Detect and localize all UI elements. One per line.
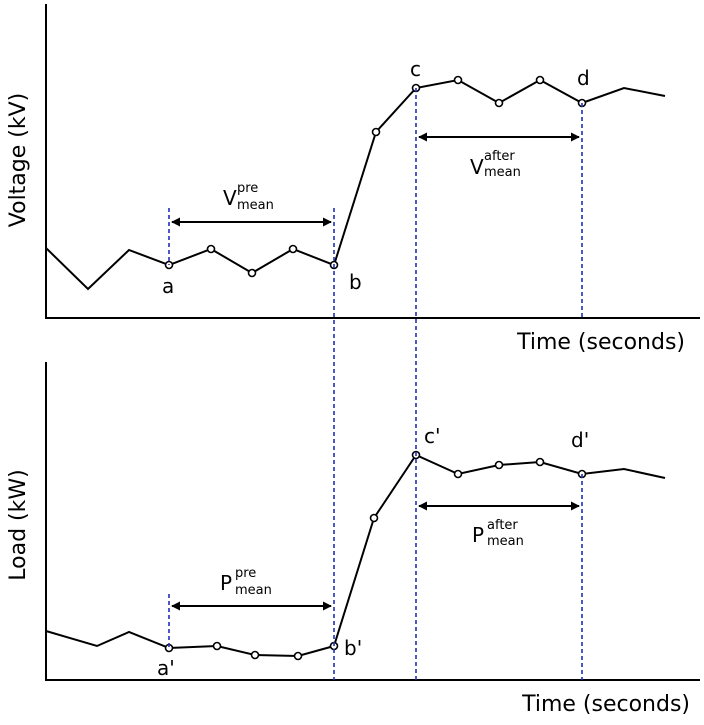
v-pre-sup: pre (237, 181, 258, 196)
p-after-base: P (472, 523, 484, 547)
marker (212, 641, 222, 651)
p-pre-base: P (220, 571, 232, 595)
load-curve (45, 453, 666, 658)
load-markers (164, 450, 587, 661)
p-after-mean-label: P after mean (472, 518, 524, 549)
marker (535, 457, 545, 467)
v-after-mean-label: V after mean (470, 149, 521, 180)
point-label-b-prime: b' (344, 636, 362, 660)
point-label-b: b (349, 270, 362, 294)
point-label-c-prime: c' (424, 424, 441, 448)
load-y-label: Load (kW) (6, 469, 31, 580)
load-panel: Load (kW) Time (seconds) P pre mean P (6, 362, 700, 717)
p-pre-sub: mean (235, 583, 272, 598)
marker (371, 127, 381, 137)
load-axes (45, 362, 700, 681)
marker (369, 513, 379, 523)
point-label-c: c (410, 57, 421, 81)
voltage-x-label: Time (seconds) (516, 330, 685, 355)
marker (453, 469, 463, 479)
v-after-sup: after (484, 149, 515, 164)
v-after-base: V (470, 155, 484, 179)
marker (453, 75, 463, 85)
point-label-d: d (577, 66, 590, 90)
marker (494, 460, 504, 470)
v-pre-sub: mean (237, 198, 274, 213)
v-pre-base: V (223, 186, 237, 210)
voltage-curve (45, 78, 666, 291)
voltage-axes (45, 4, 700, 319)
marker (250, 650, 260, 660)
point-label-a-prime: a' (157, 656, 175, 680)
marker (247, 268, 257, 278)
marker (494, 98, 504, 108)
marker (293, 651, 303, 661)
marker (535, 75, 545, 85)
p-pre-mean-label: P pre mean (220, 566, 272, 598)
p-pre-sup: pre (235, 566, 256, 581)
voltage-panel: Voltage (kV) Time (seconds) V pre mean V (6, 4, 700, 355)
voltage-y-label: Voltage (kV) (6, 93, 31, 227)
marker (288, 244, 298, 254)
point-label-d-prime: d' (571, 428, 589, 452)
v-pre-mean-label: V pre mean (223, 181, 274, 213)
p-after-sub: mean (487, 534, 524, 549)
marker (206, 244, 216, 254)
point-label-a: a (162, 274, 174, 298)
voltage-markers (164, 75, 587, 278)
v-after-sub: mean (484, 165, 521, 180)
load-x-label: Time (seconds) (521, 692, 690, 717)
p-after-sup: after (487, 518, 518, 533)
